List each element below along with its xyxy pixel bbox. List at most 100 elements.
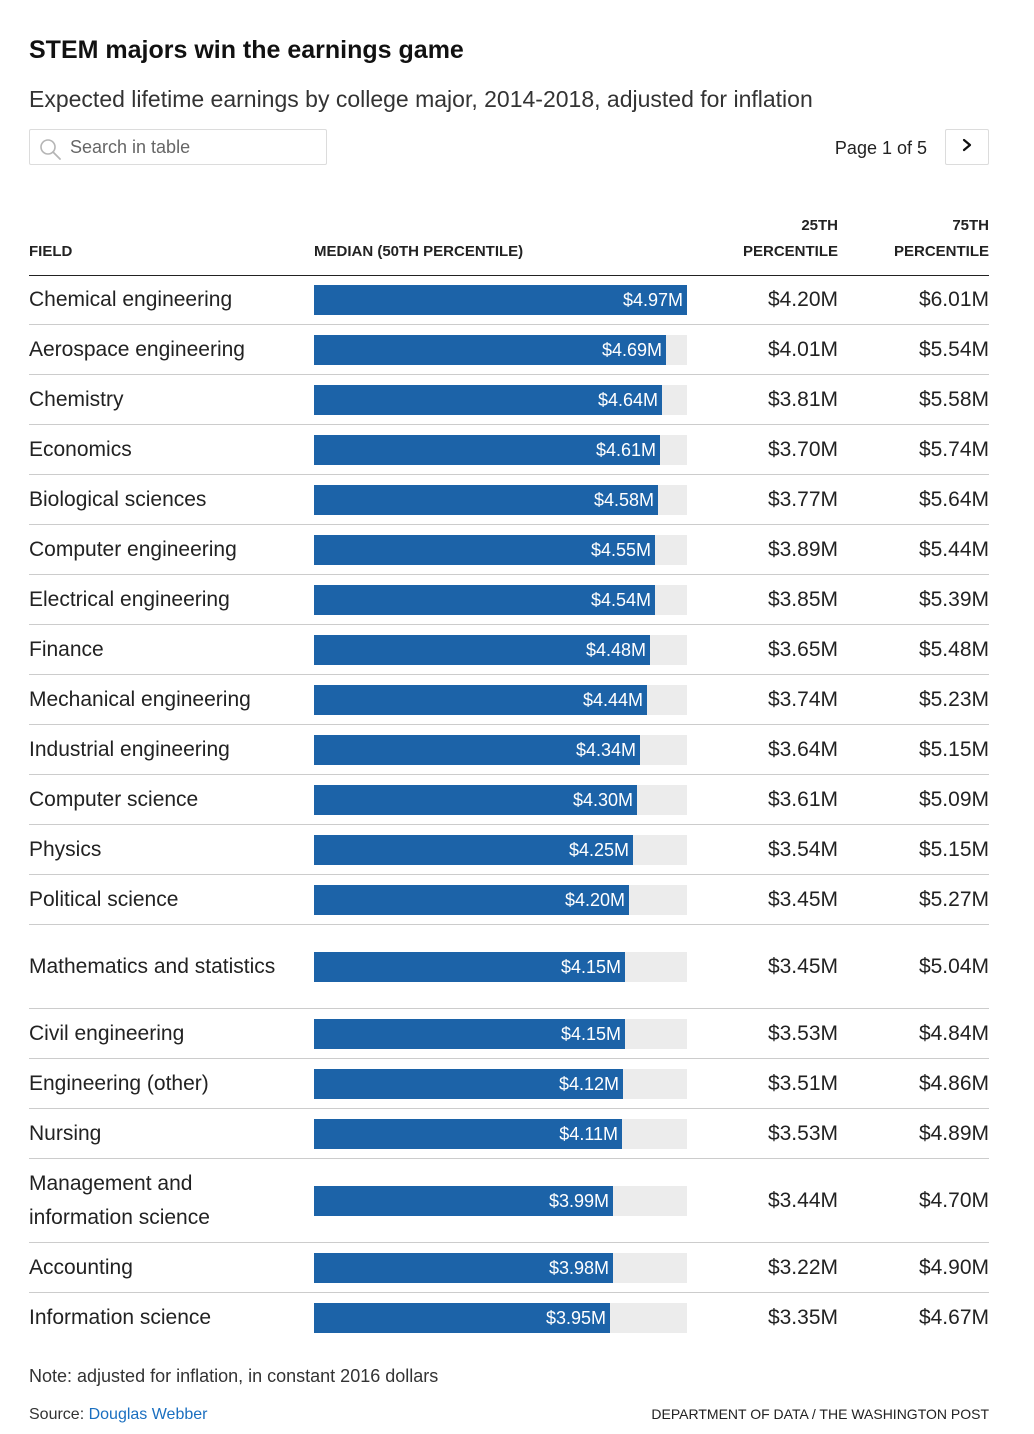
field-name: Chemistry (29, 387, 124, 411)
median-bar: $4.25M (314, 834, 633, 865)
p75-value: $4.67M (918, 1305, 989, 1329)
table-row: Aerospace engineering $4.69M $4.01M $5.54M (29, 325, 989, 375)
median-bar: $4.58M (314, 484, 658, 515)
chevron-right-icon (960, 138, 974, 157)
field-name: Economics (29, 437, 132, 461)
p25-value: $3.70M (767, 437, 838, 461)
median-value-label: $4.48M (585, 639, 646, 660)
median-value-label: $4.61M (595, 439, 656, 460)
median-value-label: $4.97M (622, 289, 683, 310)
page-indicator: Page 1 of 5 (834, 138, 927, 158)
median-bar-track: $4.97M (314, 284, 687, 315)
field-name: Accounting (29, 1255, 133, 1279)
search-input[interactable] (70, 134, 320, 160)
field-name: Aerospace engineering (29, 337, 245, 361)
median-value-label: $4.34M (575, 739, 636, 760)
median-bar-track: $4.54M (314, 584, 687, 615)
median-bar-track: $4.25M (314, 834, 687, 865)
p75-value: $4.89M (918, 1121, 989, 1145)
p25-value: $3.53M (767, 1121, 838, 1145)
p25-value: $3.35M (767, 1305, 838, 1329)
p25-value: $3.22M (767, 1255, 838, 1279)
source-link[interactable]: Douglas Webber (88, 1406, 208, 1423)
table-row: Information science $3.95M $3.35M $4.67M (29, 1293, 989, 1342)
table-row: Political science $4.20M $3.45M $5.27M (29, 875, 989, 925)
p25-value: $3.44M (767, 1188, 838, 1212)
p75-value: $5.15M (918, 837, 989, 861)
header-75th-line2: PERCENTILE (893, 243, 989, 260)
search-box[interactable] (29, 129, 327, 165)
median-bar-track: $4.44M (314, 684, 687, 715)
table-row: Industrial engineering $4.34M $3.64M $5.15M (29, 725, 989, 775)
p75-value: $5.27M (918, 887, 989, 911)
p75-value: $5.44M (918, 537, 989, 561)
field-name: Mechanical engineering (29, 687, 251, 711)
median-value-label: $4.15M (560, 956, 621, 977)
median-value-label: $4.11M (559, 1123, 618, 1144)
median-bar: $4.64M (314, 384, 662, 415)
median-value-label: $4.44M (582, 689, 643, 710)
median-bar-track: $4.69M (314, 334, 687, 365)
median-value-label: $3.98M (548, 1257, 609, 1278)
table-row: Management and information science $3.99M… (29, 1159, 989, 1243)
field-name: Engineering (other) (29, 1071, 209, 1095)
field-name: Management and information science (29, 1171, 210, 1229)
median-bar-track: $4.34M (314, 734, 687, 765)
table-row: Civil engineering $4.15M $3.53M $4.84M (29, 1009, 989, 1059)
field-name: Nursing (29, 1121, 102, 1145)
table-row: Nursing $4.11M $3.53M $4.89M (29, 1109, 989, 1159)
median-bar-track: $4.12M (314, 1068, 687, 1099)
median-bar: $4.30M (314, 784, 637, 815)
header-median[interactable]: MEDIAN (50TH PERCENTILE) (314, 243, 524, 260)
p75-value: $4.86M (918, 1071, 989, 1095)
p25-value: $3.77M (767, 487, 838, 511)
p75-value: $5.54M (918, 337, 989, 361)
median-value-label: $4.12M (558, 1073, 619, 1094)
p75-value: $4.84M (918, 1021, 989, 1045)
table-row: Accounting $3.98M $3.22M $4.90M (29, 1243, 989, 1293)
p75-value: $6.01M (918, 287, 989, 311)
p75-value: $5.09M (918, 787, 989, 811)
median-value-label: $4.25M (568, 839, 629, 860)
p75-value: $5.64M (918, 487, 989, 511)
median-bar-track: $4.61M (314, 434, 687, 465)
p25-value: $3.61M (767, 787, 838, 811)
median-value-label: $4.55M (590, 539, 651, 560)
median-bar-track: $4.58M (314, 484, 687, 515)
header-25th-percentile[interactable]: 25TH PERCENTILE (698, 213, 838, 265)
p25-value: $3.51M (767, 1071, 838, 1095)
table-row: Mathematics and statistics $4.15M $3.45M $5… (29, 925, 989, 1009)
p25-value: $3.53M (767, 1021, 838, 1045)
table-row: Chemistry $4.64M $3.81M $5.58M (29, 375, 989, 425)
median-value-label: $4.20M (564, 889, 625, 910)
header-75th-line1: 75TH (952, 217, 989, 234)
median-bar: $3.95M (314, 1302, 610, 1333)
field-name: Industrial engineering (29, 737, 230, 761)
median-bar: $4.55M (314, 534, 655, 565)
median-value-label: $3.95M (545, 1307, 606, 1328)
median-bar: $4.34M (314, 734, 640, 765)
table-row: Chemical engineering $4.97M $4.20M $6.01M (29, 275, 989, 325)
header-field[interactable]: FIELD (29, 243, 73, 260)
field-name: Biological sciences (29, 487, 207, 511)
median-bar-track: $3.99M (314, 1185, 687, 1216)
median-value-label: $3.99M (548, 1190, 609, 1211)
p75-value: $5.48M (918, 637, 989, 661)
p75-value: $4.70M (918, 1188, 989, 1212)
field-name: Civil engineering (29, 1021, 185, 1045)
p25-value: $4.01M (767, 337, 838, 361)
chart-note: Note: adjusted for inflation, in constan… (29, 1366, 439, 1386)
p75-value: $4.90M (918, 1255, 989, 1279)
median-bar-track: $4.30M (314, 784, 687, 815)
median-bar-track: $4.15M (314, 1018, 687, 1049)
p25-value: $3.54M (767, 837, 838, 861)
median-value-label: $4.30M (572, 789, 633, 810)
p25-value: $3.89M (767, 537, 838, 561)
field-name: Computer engineering (29, 537, 237, 561)
next-page-button[interactable] (945, 129, 989, 165)
header-25th-line1: 25TH (801, 217, 838, 234)
table-header: FIELD MEDIAN (50TH PERCENTILE) 25TH PERC… (29, 205, 989, 276)
table-row: Physics $4.25M $3.54M $5.15M (29, 825, 989, 875)
field-name: Mathematics and statistics (29, 954, 276, 978)
header-75th-percentile[interactable]: 75TH PERCENTILE (849, 213, 989, 265)
